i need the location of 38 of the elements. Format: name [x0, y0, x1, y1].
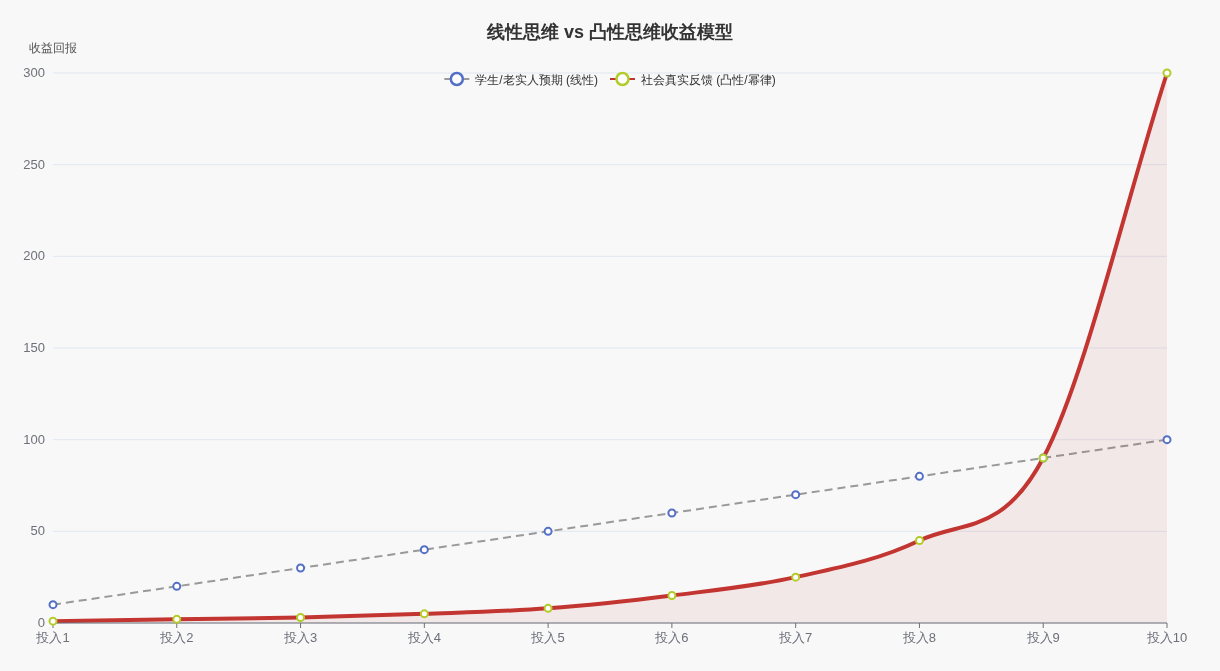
y-tick-label: 50 — [30, 523, 45, 539]
x-tick-label: 投入5 — [530, 630, 565, 645]
point — [791, 490, 801, 500]
y-tick-label: 200 — [23, 248, 45, 264]
point — [667, 591, 677, 600]
x-tick-label: 投入3 — [282, 630, 318, 645]
y-tick-label: 0 — [37, 615, 45, 630]
point — [296, 613, 306, 622]
y-tick-label: 100 — [23, 431, 45, 447]
point — [914, 471, 924, 481]
point — [1162, 435, 1172, 445]
x-tick-label: 投入7 — [778, 630, 813, 645]
x-tick-label: 投入4 — [406, 630, 441, 645]
x-tick-label: 投入6 — [654, 630, 689, 645]
x-tick-label: 投入2 — [159, 630, 194, 645]
point — [667, 508, 677, 518]
point — [172, 614, 182, 624]
point — [419, 545, 429, 555]
x-tick-label: 投入9 — [1025, 630, 1060, 645]
point — [543, 603, 553, 613]
x-tick-label: 投入1 — [35, 630, 70, 645]
point — [1162, 68, 1172, 78]
y-tick-label: 300 — [23, 65, 45, 80]
point — [543, 526, 553, 536]
point — [296, 563, 306, 573]
legend-label: 社会真实反馈 (凸性/幂律) — [641, 72, 776, 87]
chart-title: 线性思维 vs 凸性思维收益模型 — [485, 22, 734, 42]
y-tick-label: 250 — [23, 156, 45, 172]
legend-label: 学生/老实人预期 (线性) — [475, 72, 598, 87]
x-tick-label: 投入10 — [1145, 630, 1188, 645]
point — [172, 581, 182, 591]
point — [914, 536, 924, 545]
point — [791, 572, 801, 582]
y-tick-label: 150 — [23, 340, 45, 355]
x-tick-label: 投入8 — [901, 630, 937, 645]
point — [48, 600, 58, 610]
y-axis-title: 收益回报 — [29, 41, 77, 55]
point — [419, 609, 429, 619]
